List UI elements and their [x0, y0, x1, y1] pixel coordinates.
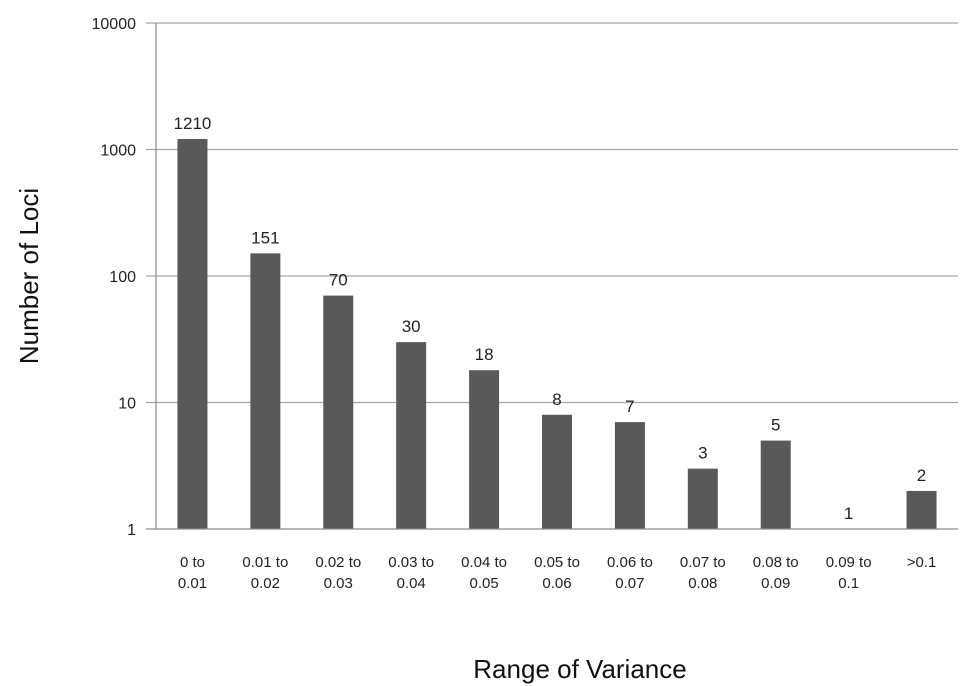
data-label: 70 [329, 271, 348, 290]
x-tick-label: 0.06 to 0.07 [607, 554, 653, 592]
data-label: 2 [917, 466, 926, 485]
x-tick-label-line: 0.09 [761, 575, 790, 592]
x-axis-title: Range of Variance [473, 654, 686, 684]
x-tick-label-line: 0.08 to [753, 554, 799, 571]
bar [250, 253, 281, 529]
data-label: 7 [625, 397, 634, 416]
x-tick-label-line: 0.06 [542, 575, 571, 592]
x-tick-label: 0.05 to 0.06 [534, 554, 580, 592]
y-tick-labels: 1 10 100 1000 10000 [92, 16, 137, 539]
x-tick-label-line: 0.07 to [680, 554, 726, 571]
x-tick-label: 0 to 0.01 [178, 554, 207, 592]
x-tick-label: 0.02 to 0.03 [315, 554, 361, 592]
data-label: 151 [251, 228, 279, 247]
bar [760, 440, 791, 529]
y-tick-label: 10000 [92, 16, 137, 33]
x-tick-label-line: 0.07 [615, 575, 644, 592]
bar [396, 342, 427, 529]
gridlines [146, 22, 958, 404]
x-tick-label-line: 0.1 [838, 575, 859, 592]
y-tick-label: 1 [127, 522, 136, 539]
bar [687, 468, 718, 529]
y-axis-title: Number of Loci [14, 188, 44, 364]
y-tick-label: 10 [118, 396, 136, 413]
x-tick-label: 0.03 to 0.04 [388, 554, 434, 592]
bar [323, 295, 354, 529]
data-label: 8 [552, 390, 561, 409]
x-tick-label: >0.1 [907, 554, 937, 571]
x-tick-label-line: >0.1 [907, 554, 937, 571]
bar [469, 370, 500, 529]
x-tick-label: 0.08 to 0.09 [753, 554, 799, 592]
axes [146, 23, 958, 530]
data-label: 3 [698, 444, 707, 463]
x-tick-label-line: 0.01 [178, 575, 207, 592]
x-tick-label: 0.04 to 0.05 [461, 554, 507, 592]
x-tick-label-line: 0.09 to [826, 554, 872, 571]
x-tick-labels: 0 to 0.010.01 to 0.020.02 to 0.030.03 to 0.0… [178, 554, 937, 592]
x-tick-label: 0.01 to 0.02 [242, 554, 288, 592]
bar [614, 422, 645, 529]
x-tick-label-line: 0 to [180, 554, 205, 571]
data-label: 18 [475, 345, 494, 364]
x-tick-label-line: 0.01 to [242, 554, 288, 571]
x-tick-label-line: 0.08 [688, 575, 717, 592]
data-label: 1 [844, 504, 853, 523]
x-tick-label: 0.07 to 0.08 [680, 554, 726, 592]
x-tick-label-line: 0.04 to [461, 554, 507, 571]
bar [906, 490, 937, 529]
data-label: 1210 [174, 114, 212, 133]
x-tick-label-line: 0.05 to [534, 554, 580, 571]
x-tick-label-line: 0.03 to [388, 554, 434, 571]
x-tick-label-line: 0.02 to [315, 554, 361, 571]
y-tick-label: 1000 [100, 143, 136, 160]
data-labels: 1210 151 70 30 18 8 7 3 5 1 2 [174, 114, 927, 523]
y-tick-label: 100 [109, 269, 136, 286]
bars [177, 139, 937, 529]
x-tick-label-line: 0.06 to [607, 554, 653, 571]
x-tick-label: 0.09 to 0.1 [826, 554, 872, 592]
bar [542, 414, 572, 529]
data-label: 30 [402, 317, 421, 336]
x-tick-label-line: 0.05 [469, 575, 498, 592]
bar [177, 139, 208, 529]
x-tick-label-line: 0.04 [397, 575, 426, 592]
x-tick-label-line: 0.03 [324, 575, 353, 592]
data-label: 5 [771, 416, 780, 435]
x-tick-label-line: 0.02 [251, 575, 280, 592]
